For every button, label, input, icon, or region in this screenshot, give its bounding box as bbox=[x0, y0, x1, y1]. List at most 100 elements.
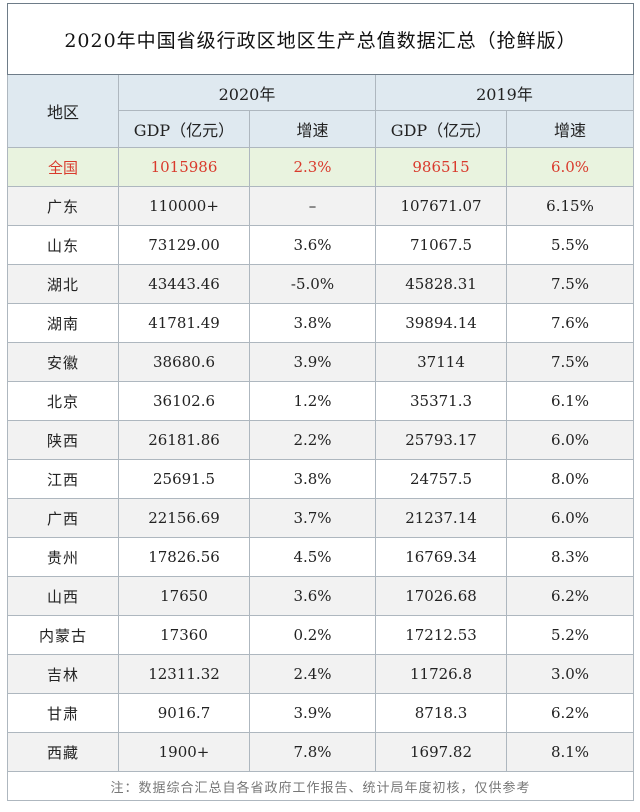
cell-gdp-2019: 16769.34 bbox=[375, 537, 507, 577]
cell-region: 贵州 bbox=[7, 537, 119, 577]
cell-growth-2020: – bbox=[249, 186, 376, 226]
cell-growth-2020: 3.9% bbox=[249, 693, 376, 733]
cell-growth-2020: 3.8% bbox=[249, 303, 376, 343]
cell-growth-2019: 7.6% bbox=[506, 303, 634, 343]
cell-growth-2019: 6.2% bbox=[506, 576, 634, 616]
table-row: 西藏 1900+ 7.8% 1697.82 8.1% bbox=[7, 732, 634, 772]
cell-growth-2019: 6.1% bbox=[506, 381, 634, 421]
cell-gdp-2019: 107671.07 bbox=[375, 186, 507, 226]
cell-growth-2019: 6.15% bbox=[506, 186, 634, 226]
cell-growth-2019: 8.3% bbox=[506, 537, 634, 577]
cell-gdp-2020: 9016.7 bbox=[118, 693, 250, 733]
header-year-2020: 2020年 bbox=[118, 74, 376, 111]
cell-growth-2020: 3.6% bbox=[249, 576, 376, 616]
cell-region: 吉林 bbox=[7, 654, 119, 694]
cell-gdp-2019: 17212.53 bbox=[375, 615, 507, 655]
table-row: 山西 17650 3.6% 17026.68 6.2% bbox=[7, 576, 634, 616]
cell-gdp-2020: 36102.6 bbox=[118, 381, 250, 421]
cell-gdp-2019: 1697.82 bbox=[375, 732, 507, 772]
cell-gdp-2019: 17026.68 bbox=[375, 576, 507, 616]
cell-growth-2020: 4.5% bbox=[249, 537, 376, 577]
cell-gdp-2020: 25691.5 bbox=[118, 459, 250, 499]
header-growth-2020: 增速 bbox=[249, 110, 376, 148]
cell-gdp-2020: 22156.69 bbox=[118, 498, 250, 538]
cell-region: 山西 bbox=[7, 576, 119, 616]
cell-growth-2020: 3.9% bbox=[249, 342, 376, 382]
cell-gdp-2020: 110000+ bbox=[118, 186, 250, 226]
cell-growth-2019: 6.0% bbox=[506, 420, 634, 460]
cell-growth-2019: 7.5% bbox=[506, 342, 634, 382]
cell-gdp-2019: 37114 bbox=[375, 342, 507, 382]
cell-region: 山东 bbox=[7, 225, 119, 265]
cell-gdp-2019: 71067.5 bbox=[375, 225, 507, 265]
cell-gdp-2019: 45828.31 bbox=[375, 264, 507, 304]
cell-gdp-2019: 11726.8 bbox=[375, 654, 507, 694]
cell-region: 湖南 bbox=[7, 303, 119, 343]
cell-growth-2019: 7.5% bbox=[506, 264, 634, 304]
table-row: 北京 36102.6 1.2% 35371.3 6.1% bbox=[7, 381, 634, 421]
header-year-2019: 2019年 bbox=[375, 74, 634, 111]
cell-growth-2020: -5.0% bbox=[249, 264, 376, 304]
table-row: 广西 22156.69 3.7% 21237.14 6.0% bbox=[7, 498, 634, 538]
cell-gdp-2020: 1900+ bbox=[118, 732, 250, 772]
cell-gdp-2020: 73129.00 bbox=[118, 225, 250, 265]
cell-growth-2020: 1.2% bbox=[249, 381, 376, 421]
cell-region: 陕西 bbox=[7, 420, 119, 460]
cell-gdp-2019: 39894.14 bbox=[375, 303, 507, 343]
table-row: 山东 73129.00 3.6% 71067.5 5.5% bbox=[7, 225, 634, 265]
header-region: 地区 bbox=[7, 74, 119, 148]
table-row: 吉林 12311.32 2.4% 11726.8 3.0% bbox=[7, 654, 634, 694]
cell-growth-2020: 3.7% bbox=[249, 498, 376, 538]
cell-region: 西藏 bbox=[7, 732, 119, 772]
table-row: 江西 25691.5 3.8% 24757.5 8.0% bbox=[7, 459, 634, 499]
cell-growth-2019: 5.2% bbox=[506, 615, 634, 655]
table-row: 内蒙古 17360 0.2% 17212.53 5.2% bbox=[7, 615, 634, 655]
cell-growth-2020: 3.8% bbox=[249, 459, 376, 499]
header-growth-2019: 增速 bbox=[506, 110, 634, 148]
table-row: 甘肃 9016.7 3.9% 8718.3 6.2% bbox=[7, 693, 634, 733]
table-row: 湖南 41781.49 3.8% 39894.14 7.6% bbox=[7, 303, 634, 343]
cell-growth-2019: 6.2% bbox=[506, 693, 634, 733]
cell-gdp-2019: 24757.5 bbox=[375, 459, 507, 499]
header-gdp-2020: GDP（亿元） bbox=[118, 110, 250, 148]
cell-gdp-2019: 21237.14 bbox=[375, 498, 507, 538]
cell-gdp-2020: 38680.6 bbox=[118, 342, 250, 382]
gdp-summary-sheet: 2020年中国省级行政区地区生产总值数据汇总（抢鲜版） 地区 2020年 201… bbox=[7, 3, 634, 806]
cell-growth-2019: 6.0% bbox=[506, 498, 634, 538]
cell-gdp-2020: 41781.49 bbox=[118, 303, 250, 343]
cell-gdp-2019: 35371.3 bbox=[375, 381, 507, 421]
footnote: 注：数据综合汇总自各省政府工作报告、统计局年度初核，仅供参考 bbox=[7, 771, 634, 801]
cell-growth-2020: 3.6% bbox=[249, 225, 376, 265]
cell-region: 安徽 bbox=[7, 342, 119, 382]
cell-gdp-2020: 17650 bbox=[118, 576, 250, 616]
cell-growth-2019: 8.0% bbox=[506, 459, 634, 499]
table-row: 贵州 17826.56 4.5% 16769.34 8.3% bbox=[7, 537, 634, 577]
national-gdp-2020: 1015986 bbox=[118, 147, 250, 187]
cell-region: 北京 bbox=[7, 381, 119, 421]
cell-growth-2020: 0.2% bbox=[249, 615, 376, 655]
cell-gdp-2020: 17360 bbox=[118, 615, 250, 655]
cell-region: 广东 bbox=[7, 186, 119, 226]
national-row: 全国 1015986 2.3% 986515 6.0% bbox=[7, 147, 634, 187]
table-row: 湖北 43443.46 -5.0% 45828.31 7.5% bbox=[7, 264, 634, 304]
cell-region: 广西 bbox=[7, 498, 119, 538]
cell-gdp-2019: 8718.3 bbox=[375, 693, 507, 733]
cell-gdp-2020: 17826.56 bbox=[118, 537, 250, 577]
cell-growth-2019: 5.5% bbox=[506, 225, 634, 265]
cell-growth-2020: 2.4% bbox=[249, 654, 376, 694]
cell-growth-2020: 7.8% bbox=[249, 732, 376, 772]
national-growth-2020: 2.3% bbox=[249, 147, 376, 187]
cell-gdp-2020: 43443.46 bbox=[118, 264, 250, 304]
cell-region: 江西 bbox=[7, 459, 119, 499]
gdp-table: 2020年中国省级行政区地区生产总值数据汇总（抢鲜版） 地区 2020年 201… bbox=[7, 3, 634, 801]
cell-gdp-2019: 25793.17 bbox=[375, 420, 507, 460]
cell-region: 甘肃 bbox=[7, 693, 119, 733]
cell-region: 湖北 bbox=[7, 264, 119, 304]
national-gdp-2019: 986515 bbox=[375, 147, 507, 187]
cell-growth-2019: 3.0% bbox=[506, 654, 634, 694]
cell-gdp-2020: 12311.32 bbox=[118, 654, 250, 694]
cell-growth-2019: 8.1% bbox=[506, 732, 634, 772]
cell-region: 内蒙古 bbox=[7, 615, 119, 655]
national-region: 全国 bbox=[7, 147, 119, 187]
table-row: 安徽 38680.6 3.9% 37114 7.5% bbox=[7, 342, 634, 382]
